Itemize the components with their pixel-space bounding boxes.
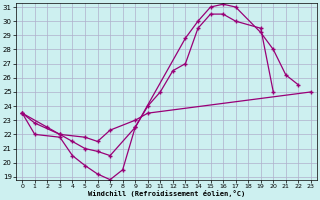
- X-axis label: Windchill (Refroidissement éolien,°C): Windchill (Refroidissement éolien,°C): [88, 190, 245, 197]
